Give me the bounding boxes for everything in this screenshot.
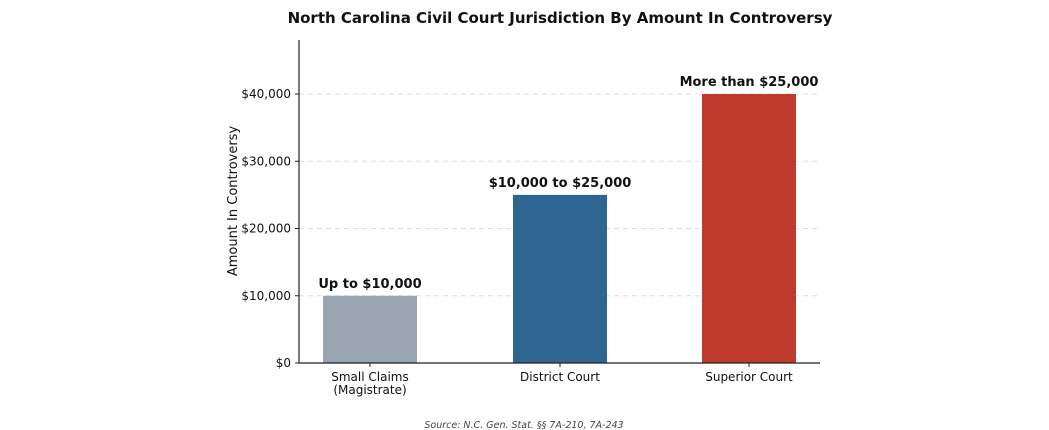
x-tick-label: Small Claims (Magistrate) [331, 370, 408, 397]
bars [323, 94, 796, 363]
chart-title: North Carolina Civil Court Jurisdiction … [288, 9, 833, 27]
y-tick-label: $20,000 [241, 222, 291, 236]
y-ticks: $0 $10,000 $20,000 $30,000 $40,000 [241, 87, 299, 370]
x-ticks: Small Claims (Magistrate) District Court Su… [331, 363, 793, 397]
bar [702, 94, 796, 363]
x-tick-label: Superior Court [705, 370, 793, 384]
bar [323, 295, 417, 363]
y-tick-label: $0 [276, 356, 291, 370]
y-tick-label: $10,000 [241, 289, 291, 303]
bar-data-label: Up to $10,000 [318, 277, 421, 292]
source-note: Source: N.C. Gen. Stat. §§ 7A-210, 7A-24… [424, 420, 623, 430]
y-axis-title: Amount In Controversy [226, 126, 241, 277]
bar [513, 194, 607, 363]
bar-data-label: More than $25,000 [680, 75, 819, 90]
bar-data-label: $10,000 to $25,000 [489, 176, 632, 191]
y-tick-label: $30,000 [241, 154, 291, 168]
data-labels: Up to $10,000 $10,000 to $25,000 More than… [318, 75, 818, 292]
y-tick-label: $40,000 [241, 87, 291, 101]
x-tick-label: District Court [520, 370, 600, 384]
